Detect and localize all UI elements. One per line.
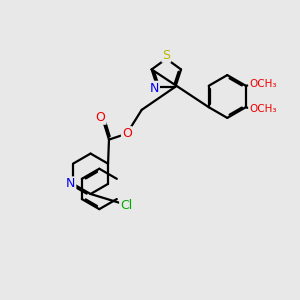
Text: N: N — [66, 177, 75, 190]
Text: O: O — [122, 127, 132, 140]
Text: S: S — [162, 49, 170, 62]
Text: OCH₃: OCH₃ — [249, 79, 277, 89]
Text: N: N — [150, 82, 159, 95]
Text: OCH₃: OCH₃ — [249, 104, 277, 114]
Text: Cl: Cl — [120, 199, 132, 212]
Text: O: O — [96, 111, 106, 124]
